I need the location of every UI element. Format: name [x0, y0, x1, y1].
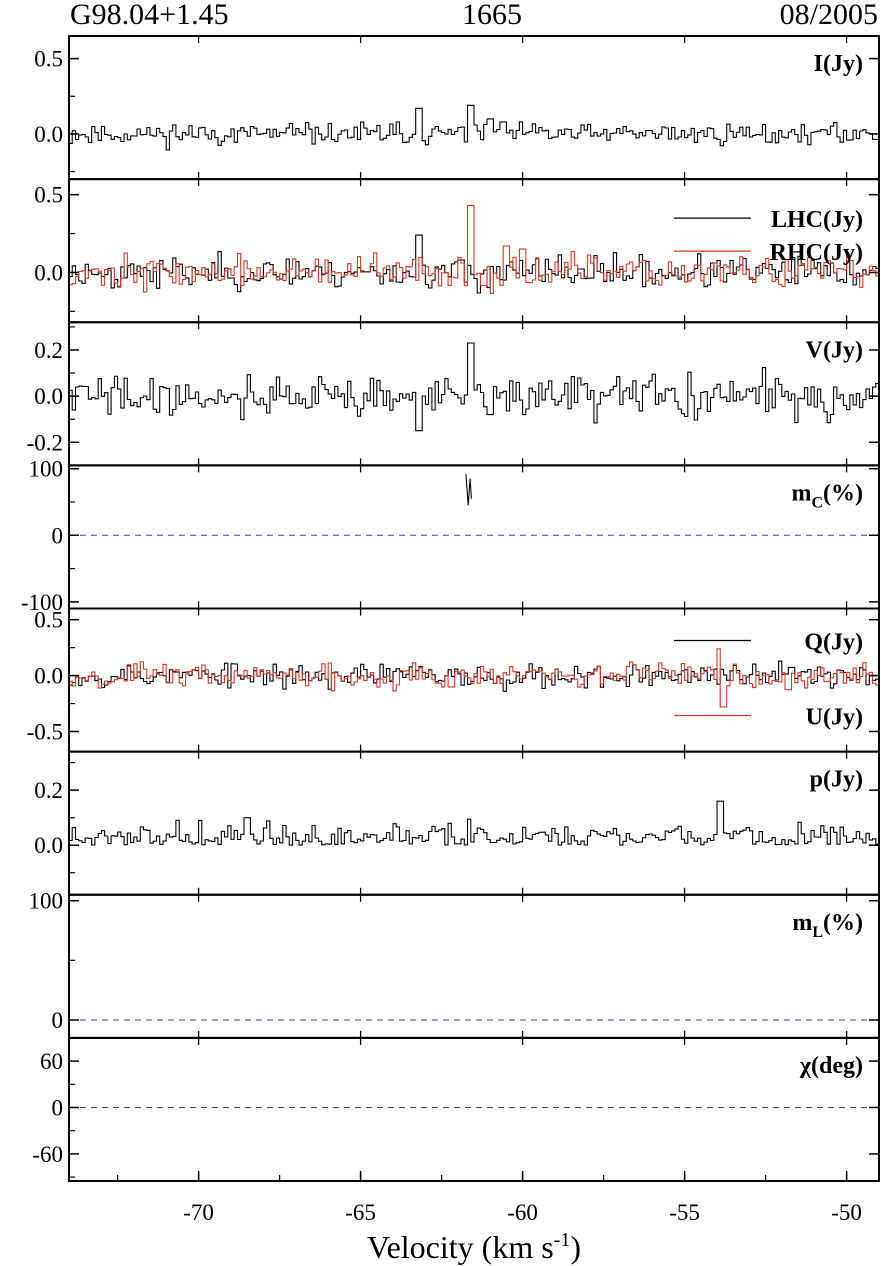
ytick-label: -100 — [21, 590, 63, 615]
panel-I: 0.0 0.5 I(Jy) — [34, 35, 880, 181]
panel-label: χ(deg) — [799, 1053, 863, 1079]
ytick-label: 100 — [29, 889, 64, 914]
ytick-label: 0 — [52, 1096, 64, 1121]
legend-label: Q(Jy) — [804, 630, 863, 656]
ytick-label: 0.5 — [34, 47, 63, 72]
ytick-label: 0.5 — [34, 608, 63, 633]
panel-mL: 0 100 mL(%) — [29, 889, 880, 1039]
legend-label: U(Jy) — [806, 705, 863, 731]
panel-mC: -100 0 100 mC(%) — [21, 457, 880, 615]
panel-label: mL(%) — [792, 910, 863, 941]
panels-group: 0.00.5 I(Jy)0.00.5LHC(Jy)RHC(Jy)-0.20.00.… — [21, 35, 880, 1182]
panel-label: I(Jy) — [814, 51, 863, 77]
ytick-label: -0.5 — [27, 719, 63, 744]
xtick-label: -50 — [831, 1200, 862, 1225]
series-QU-1 — [69, 648, 879, 708]
series-V-0 — [69, 342, 879, 432]
series-LR-0 — [69, 234, 879, 294]
ytick-label: 0.2 — [34, 338, 63, 363]
x-axis: -70 -65 -60 -55 -50 Velocity (km s-1) — [116, 1171, 862, 1265]
panel-p: 0.0 0.2 p(Jy) — [34, 750, 880, 896]
panel-frame — [68, 750, 880, 896]
ytick-label: 0.0 — [34, 384, 63, 409]
panel-label: p(Jy) — [810, 767, 863, 793]
xtick-label: -55 — [669, 1200, 700, 1225]
ytick-label: 0.0 — [34, 833, 63, 858]
panel-frame — [68, 893, 880, 1039]
ytick-label: 0.0 — [34, 122, 63, 147]
panel-QU: -0.5 0.0 0.5 Q(Jy) U(Jy) — [27, 607, 880, 753]
legend-label: RHC(Jy) — [770, 240, 863, 266]
panel-V: -0.2 0.0 0.2 V(Jy) — [27, 321, 880, 467]
ytick-label: 60 — [40, 1049, 63, 1074]
panel-label: mC(%) — [791, 480, 863, 511]
frequency-label: 1665 — [462, 0, 522, 31]
segment-mC-0 — [465, 473, 472, 506]
ytick-label: 0.0 — [34, 260, 63, 285]
panel-label: V(Jy) — [806, 337, 863, 363]
ytick-label: 0.0 — [34, 664, 63, 689]
panel-frame — [68, 464, 880, 610]
ytick-label: 0.2 — [34, 778, 63, 803]
epoch-label: 08/2005 — [780, 0, 878, 31]
series-LR-1 — [69, 205, 879, 294]
legend-label: LHC(Jy) — [771, 207, 863, 233]
ytick-label: 0 — [52, 1008, 64, 1033]
ytick-label: -60 — [32, 1142, 63, 1167]
xtick-label: -70 — [183, 1200, 214, 1225]
panel-LR: 0.0 0.5 LHC(Jy) RHC(Jy) — [34, 178, 880, 324]
series-I-0 — [69, 104, 879, 151]
ytick-label: -0.2 — [27, 430, 63, 455]
panel-frame — [68, 1036, 880, 1182]
x-axis-title: Velocity (km s-1) — [367, 1229, 581, 1265]
ytick-label: 100 — [29, 457, 64, 482]
ytick-label: 0.5 — [34, 183, 63, 208]
series-p-0 — [69, 800, 879, 846]
xtick-label: -60 — [507, 1200, 538, 1225]
xtick-label: -65 — [345, 1200, 376, 1225]
ytick-label: 0 — [52, 523, 64, 548]
source-name: G98.04+1.45 — [70, 0, 229, 31]
panel-chi: -60 0 60 χ(deg) — [32, 1036, 880, 1182]
